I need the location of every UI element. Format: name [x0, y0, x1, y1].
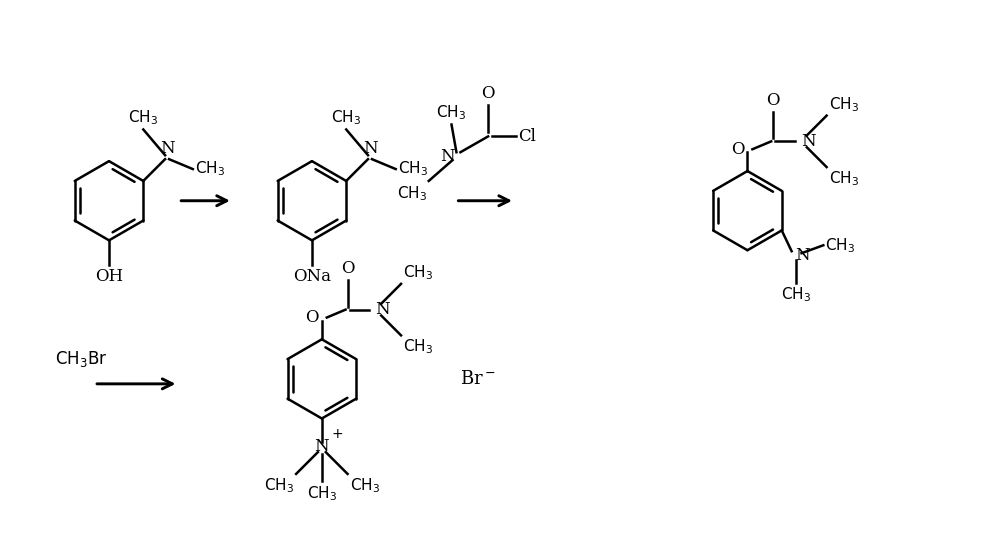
Text: N: N: [315, 438, 329, 455]
Text: CH$_3$: CH$_3$: [195, 160, 225, 178]
Text: CH$_3$: CH$_3$: [307, 484, 337, 502]
Text: O: O: [341, 260, 354, 277]
Text: N: N: [375, 301, 390, 318]
Text: O: O: [731, 141, 744, 158]
Text: N: N: [160, 140, 174, 157]
Text: CH$_3$: CH$_3$: [829, 169, 859, 188]
Text: CH$_3$: CH$_3$: [331, 109, 361, 128]
Text: OH: OH: [95, 268, 123, 285]
Text: O: O: [305, 309, 319, 326]
Text: Cl: Cl: [518, 128, 536, 145]
Text: CH$_3$: CH$_3$: [350, 476, 380, 495]
Text: N: N: [363, 140, 377, 157]
Text: N: N: [440, 148, 454, 165]
Text: CH$_3$: CH$_3$: [403, 337, 433, 356]
Text: CH$_3$: CH$_3$: [436, 103, 467, 122]
Text: CH$_3$: CH$_3$: [398, 160, 428, 178]
Text: O: O: [481, 85, 495, 102]
Text: CH$_3$: CH$_3$: [264, 476, 294, 495]
Text: CH$_3$: CH$_3$: [128, 109, 158, 128]
Text: CH$_3$: CH$_3$: [829, 95, 859, 114]
Text: N: N: [796, 247, 810, 264]
Text: CH$_3$: CH$_3$: [403, 263, 433, 282]
Text: ONa: ONa: [293, 268, 331, 285]
Text: CH$_3$: CH$_3$: [781, 285, 811, 304]
Text: Br$^-$: Br$^-$: [460, 370, 496, 388]
Text: O: O: [766, 92, 780, 108]
Text: N: N: [801, 133, 816, 150]
Text: CH$_3$: CH$_3$: [825, 236, 855, 255]
Text: CH$_3$: CH$_3$: [397, 184, 427, 203]
Text: +: +: [332, 427, 343, 441]
Text: CH$_3$Br: CH$_3$Br: [55, 349, 107, 369]
